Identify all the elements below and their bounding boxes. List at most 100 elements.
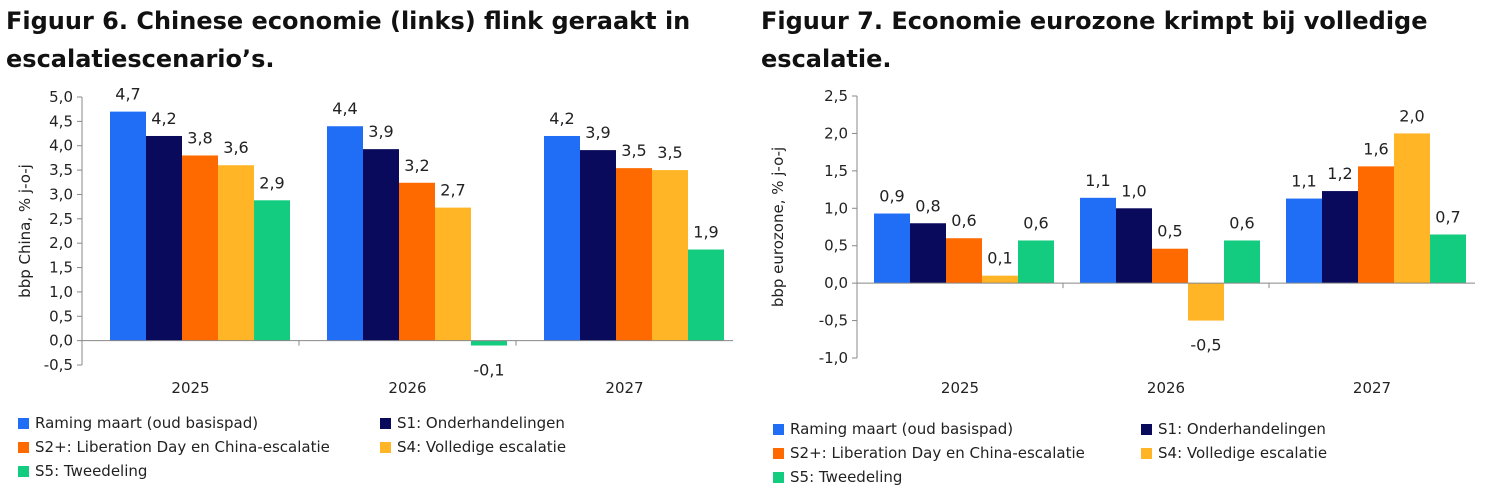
legend-swatch — [1141, 423, 1152, 435]
legend-label: S1: Onderhandelingen — [397, 414, 565, 432]
legend-label: S5: Tweedeling — [790, 468, 903, 486]
legend-swatch — [773, 423, 784, 435]
y-tick-label: 2,5 — [824, 87, 848, 105]
bar — [982, 275, 1018, 284]
x-category-label: 2026 — [1147, 379, 1185, 397]
data-label: -0,5 — [1190, 336, 1221, 355]
bar — [580, 150, 616, 341]
data-label: 1,1 — [1085, 171, 1110, 190]
data-label: 4,4 — [332, 99, 357, 118]
chart-title: Figuur 6. Chinese economie (links) flink… — [6, 7, 691, 73]
bar — [363, 149, 399, 341]
legend-item: S1: Onderhandelingen — [1141, 420, 1326, 438]
legend-swatch — [773, 471, 784, 483]
data-label: 2,9 — [259, 173, 284, 192]
y-tick-label: 0,0 — [49, 332, 73, 350]
data-label: 4,7 — [115, 85, 140, 104]
y-tick-label: -0,5 — [819, 312, 848, 330]
bar — [1358, 166, 1394, 284]
x-category-label: 2027 — [605, 379, 643, 397]
data-label: 3,9 — [585, 123, 610, 142]
data-label: 0,7 — [1435, 207, 1460, 226]
bar — [399, 182, 435, 341]
legend-label: S1: Onderhandelingen — [1158, 420, 1326, 438]
bar — [1224, 240, 1260, 284]
y-tick-label: -1,0 — [819, 349, 848, 367]
data-label: 3,2 — [404, 156, 429, 175]
y-tick-label: 5,0 — [49, 88, 73, 106]
data-label: 3,5 — [657, 143, 682, 162]
chart-title: Figuur 7. Economie eurozone krimpt bij v… — [761, 7, 1428, 73]
legend-item: S4: Volledige escalatie — [1141, 444, 1327, 462]
x-category-label: 2026 — [388, 379, 426, 397]
bar — [218, 165, 254, 341]
legend-label: S4: Volledige escalatie — [1158, 444, 1328, 462]
legend-swatch — [18, 465, 29, 477]
legend-item: Raming maart (oud basispad) — [773, 420, 1013, 438]
bar — [1080, 197, 1116, 284]
bar — [544, 135, 580, 341]
legend-item: S5: Tweedeling — [773, 468, 902, 486]
y-tick-label: 2,5 — [49, 210, 73, 228]
y-tick-label: 1,5 — [49, 259, 73, 277]
x-category-label: 2025 — [171, 379, 209, 397]
y-tick-label: 2,0 — [49, 234, 73, 252]
data-label: -0,1 — [473, 361, 504, 380]
data-label: 0,8 — [915, 196, 940, 215]
y-tick-label: 0,5 — [824, 237, 848, 255]
bar — [1322, 191, 1358, 284]
legend-swatch — [773, 447, 784, 459]
data-label: 4,2 — [549, 109, 574, 128]
chart-panel-right: Figuur 7. Economie eurozone krimpt bij v… — [755, 0, 1495, 501]
data-label: 1,6 — [1363, 139, 1388, 158]
bar — [946, 238, 982, 284]
data-label: 2,7 — [440, 181, 465, 200]
bar — [254, 200, 290, 341]
bar-chart-eurozone: -1,0 -0,5 0,0 0,5 1,0 1,5 2,0 2,5 bbp eurozone, … — [769, 87, 1475, 397]
bar — [435, 207, 471, 341]
bar-chart-china: -0,5 0,0 0,5 1,0 1,5 2,0 2,5 3,0 3,5 4,0 4,5 5,0 bbp… — [16, 85, 733, 397]
data-label: 0,6 — [1229, 213, 1254, 232]
legend-item: S2+: Liberation Day en China-escalatie — [773, 444, 1085, 462]
y-tick-label: 0,0 — [824, 274, 848, 292]
bar — [471, 340, 507, 346]
legend-swatch — [18, 417, 29, 429]
bar — [1188, 283, 1224, 321]
bar — [1286, 198, 1322, 284]
x-category-label: 2025 — [941, 379, 979, 397]
legend-label: S2+: Liberation Day en China-escalatie — [790, 444, 1085, 462]
data-label: 1,2 — [1327, 164, 1352, 183]
legend-swatch — [380, 417, 391, 429]
data-label: 1,9 — [693, 223, 718, 242]
y-axis-title: bbp China, % j-o-j — [16, 164, 34, 298]
data-label: 3,9 — [368, 122, 393, 141]
legend-item: S2+: Liberation Day en China-escalatie — [18, 438, 330, 456]
legend-item: S5: Tweedeling — [18, 462, 147, 480]
bar — [110, 111, 146, 341]
data-label: 0,6 — [951, 211, 976, 230]
legend-label: Raming maart (oud basispad) — [35, 414, 259, 432]
y-axis-title: bbp eurozone, % j-o-j — [769, 147, 787, 307]
y-tick-label: 2,0 — [824, 124, 848, 142]
bar — [1394, 133, 1430, 284]
legend-label: Raming maart (oud basispad) — [790, 420, 1014, 438]
legend-item: Raming maart (oud basispad) — [18, 414, 258, 432]
y-tick-label: 4,0 — [49, 137, 73, 155]
bar — [652, 170, 688, 341]
bar — [688, 249, 724, 341]
legend-swatch — [18, 441, 29, 453]
x-category-label: 2027 — [1353, 379, 1391, 397]
data-label: 0,6 — [1023, 213, 1048, 232]
y-tick-label: 1,0 — [49, 283, 73, 301]
bar — [1430, 234, 1466, 284]
bar — [1116, 208, 1152, 284]
data-label: 1,1 — [1291, 172, 1316, 191]
bar — [1152, 248, 1188, 284]
data-label: 2,0 — [1399, 106, 1424, 125]
data-label: 4,2 — [151, 109, 176, 128]
bar — [874, 213, 910, 284]
data-label: 1,0 — [1121, 181, 1146, 200]
bar — [616, 168, 652, 341]
bar — [182, 155, 218, 341]
data-label: 3,8 — [187, 128, 212, 147]
